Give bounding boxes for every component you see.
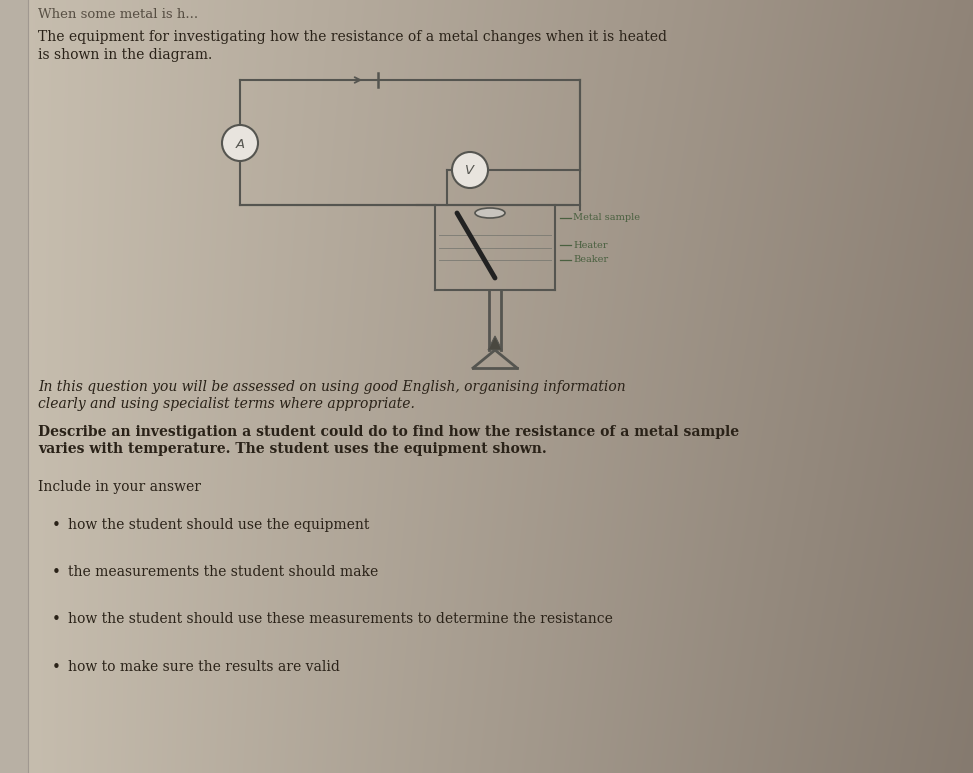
Text: how the student should use these measurements to determine the resistance: how the student should use these measure… xyxy=(68,612,613,626)
Text: •: • xyxy=(52,565,61,580)
Text: varies with temperature. The student uses the equipment shown.: varies with temperature. The student use… xyxy=(38,442,547,456)
Text: is shown in the diagram.: is shown in the diagram. xyxy=(38,48,212,62)
Text: Beaker: Beaker xyxy=(573,256,608,264)
Text: •: • xyxy=(52,518,61,533)
Ellipse shape xyxy=(475,208,505,218)
Text: When some metal is h...: When some metal is h... xyxy=(38,8,198,21)
Text: •: • xyxy=(52,612,61,627)
Text: Describe an investigation a student could do to find how the resistance of a met: Describe an investigation a student coul… xyxy=(38,425,739,439)
Text: clearly and using specialist terms where appropriate.: clearly and using specialist terms where… xyxy=(38,397,414,411)
Text: •: • xyxy=(52,660,61,675)
Text: V: V xyxy=(465,165,475,178)
Text: Include in your answer: Include in your answer xyxy=(38,480,201,494)
Text: Heater: Heater xyxy=(573,240,607,250)
Text: A: A xyxy=(235,138,244,151)
Polygon shape xyxy=(488,336,502,350)
Bar xyxy=(0,0,28,773)
Circle shape xyxy=(222,125,258,161)
Text: the measurements the student should make: the measurements the student should make xyxy=(68,565,378,579)
Text: how the student should use the equipment: how the student should use the equipment xyxy=(68,518,370,532)
Text: Metal sample: Metal sample xyxy=(573,213,640,223)
Circle shape xyxy=(452,152,488,188)
Text: The equipment for investigating how the resistance of a metal changes when it is: The equipment for investigating how the … xyxy=(38,30,667,44)
Text: In this question you will be assessed on using good English, organising informat: In this question you will be assessed on… xyxy=(38,380,626,394)
Text: how to make sure the results are valid: how to make sure the results are valid xyxy=(68,660,340,674)
